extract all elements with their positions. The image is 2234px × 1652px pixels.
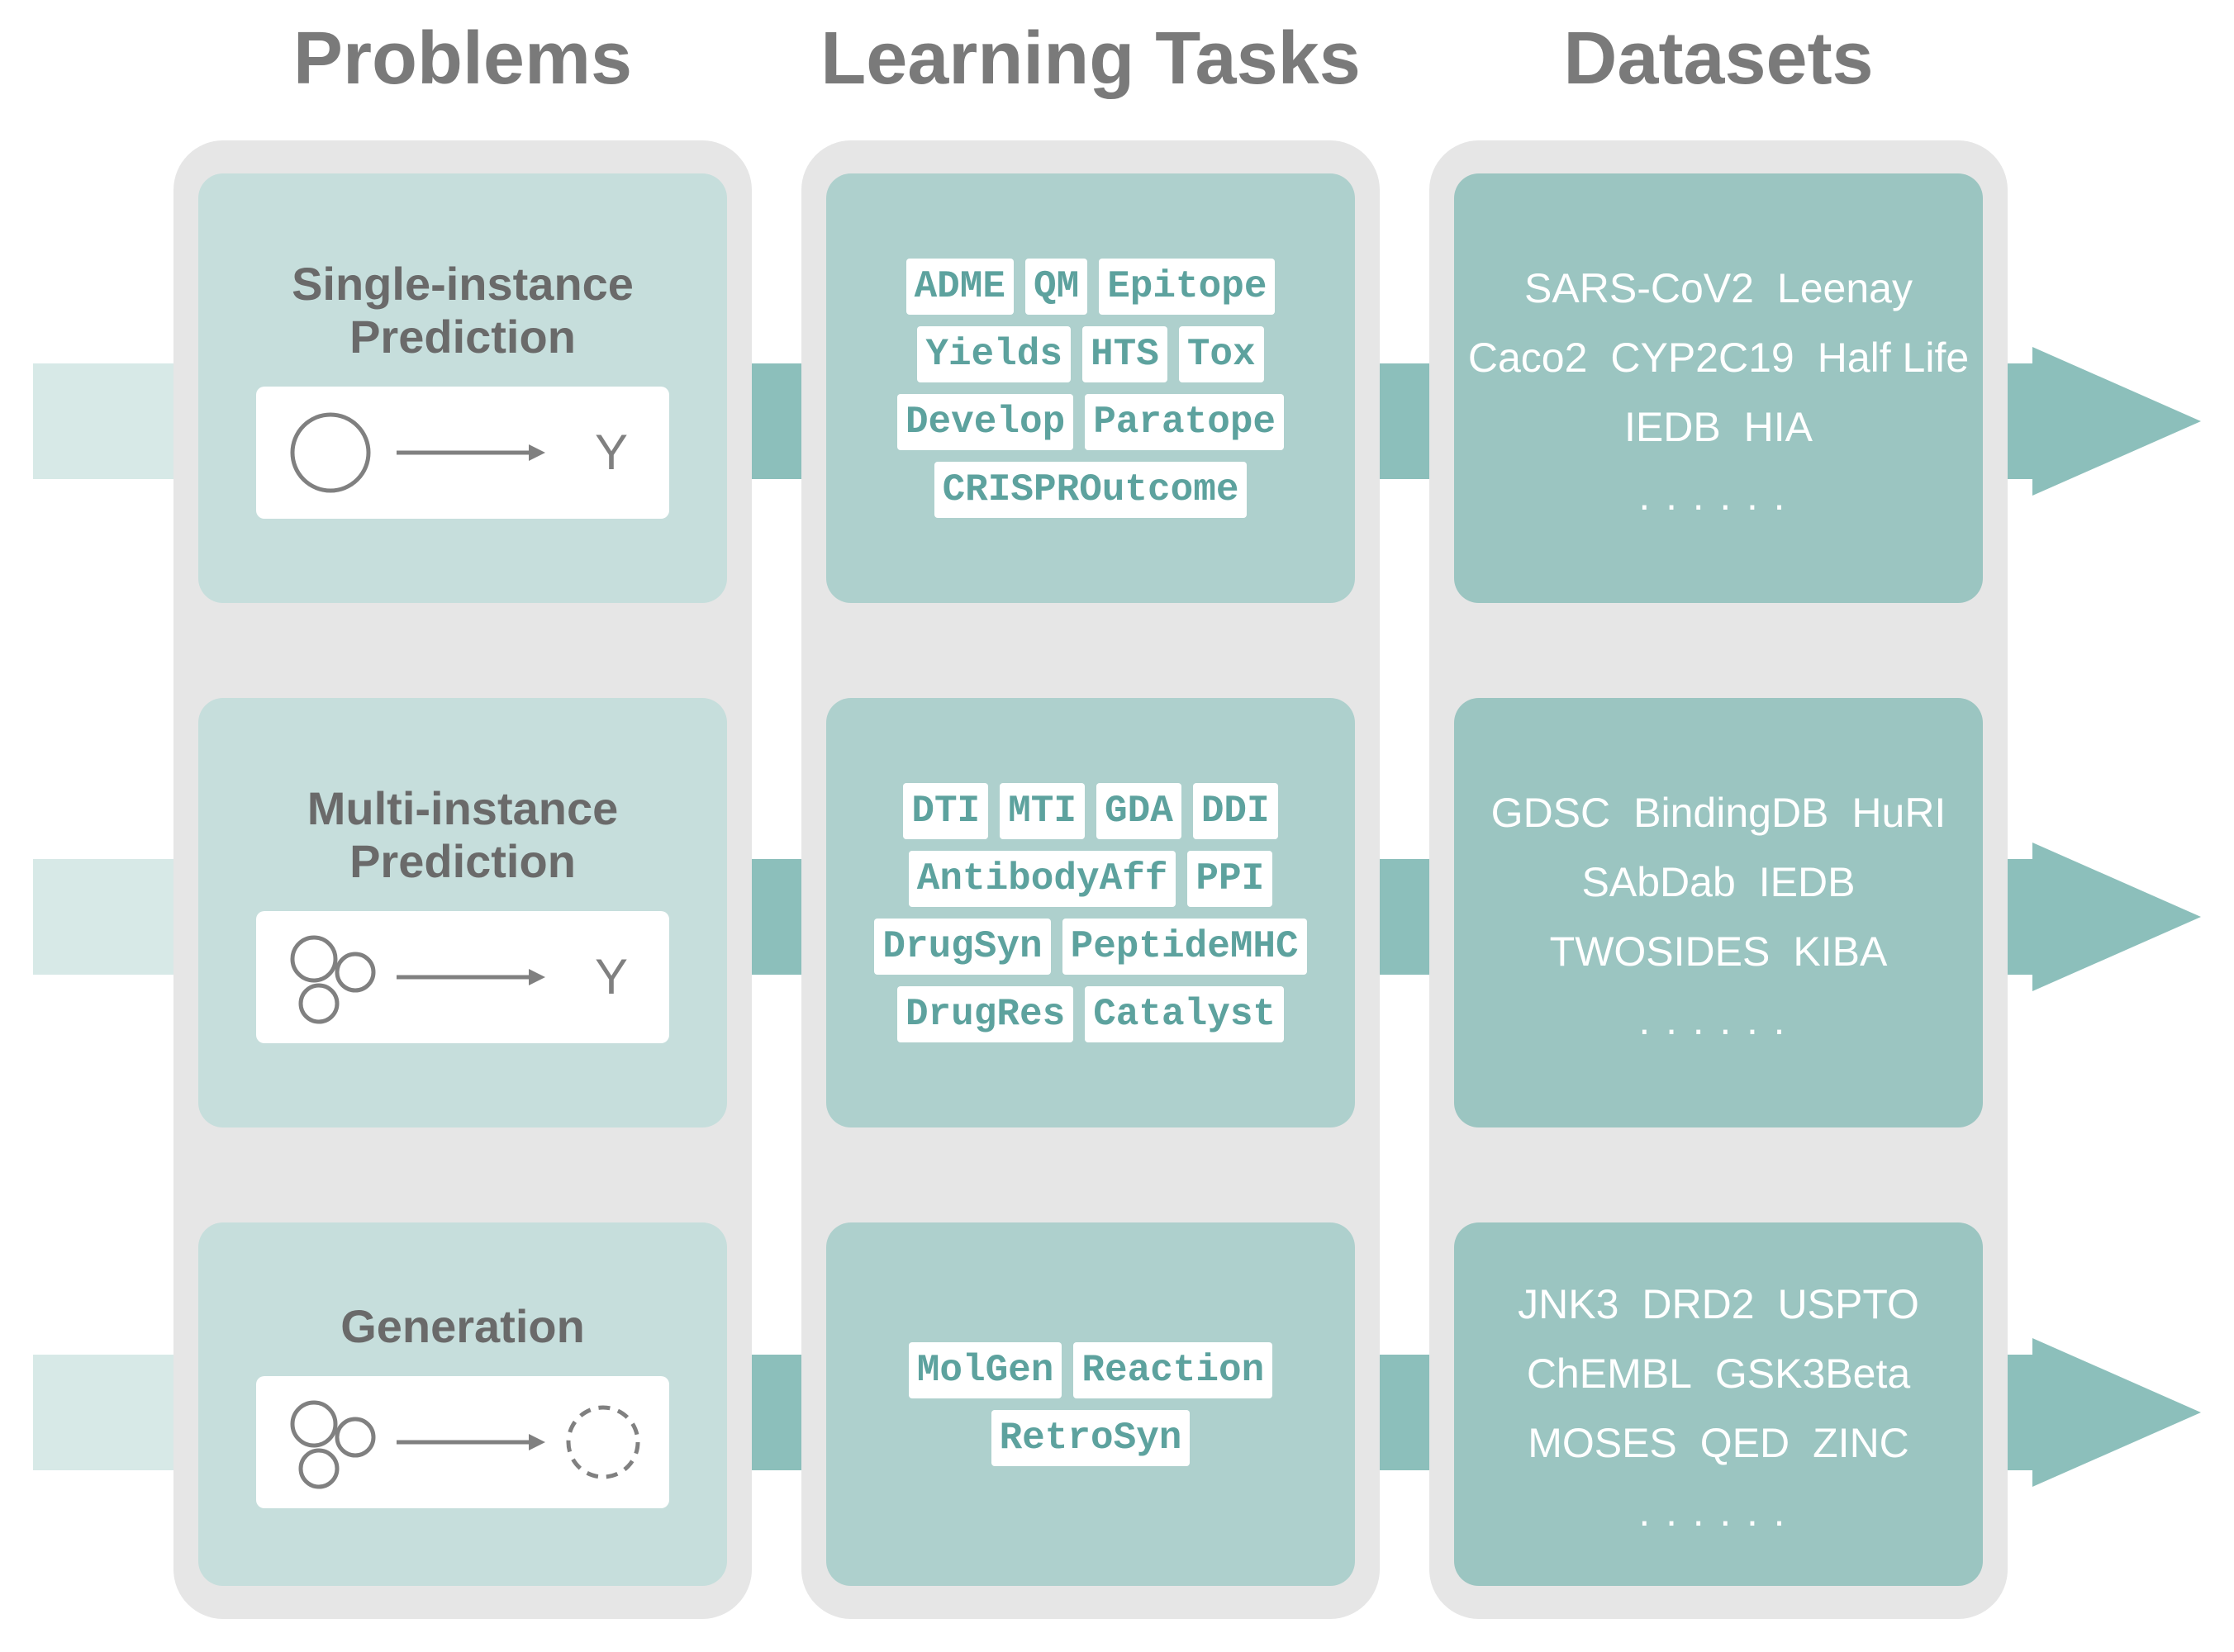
task-tag: CRISPROutcome bbox=[934, 462, 1248, 518]
problem-title: Single-instancePrediction bbox=[292, 258, 634, 364]
dataset-item: GSK3Beta bbox=[1715, 1350, 1910, 1398]
task-tag: RetroSyn bbox=[991, 1410, 1191, 1466]
dataset-item: BindingDB bbox=[1633, 789, 1828, 837]
ellipsis: ······ bbox=[1462, 1497, 1975, 1545]
problem-title: Generation bbox=[340, 1300, 585, 1353]
tasks-header: Learning Tasks bbox=[801, 17, 1380, 102]
task-tag: Reaction bbox=[1073, 1342, 1272, 1398]
problem-icon-single: Y bbox=[256, 387, 669, 519]
task-tag: DTI bbox=[903, 783, 988, 839]
dataset-item: GDSC bbox=[1491, 789, 1610, 837]
task-tag: DrugRes bbox=[897, 986, 1073, 1042]
dataset-item: Half Life bbox=[1818, 334, 1969, 382]
task-tag: Paratope bbox=[1085, 394, 1284, 450]
task-tag: QM bbox=[1025, 259, 1087, 315]
dataset-item: HIA bbox=[1744, 403, 1813, 451]
problem-cell: Generation bbox=[198, 1222, 727, 1586]
task-tag: PPI bbox=[1187, 851, 1272, 907]
dataset-item: Caco2 bbox=[1468, 334, 1588, 382]
task-tag: Develop bbox=[897, 394, 1073, 450]
dataset-item: USPTO bbox=[1778, 1280, 1919, 1328]
datasets-column: SARS-CoV2 Leenay Caco2 CYP2C19 Half Life IEDB… bbox=[1429, 140, 2008, 1619]
task-tag: Epitope bbox=[1099, 259, 1275, 315]
task-tag: Yields bbox=[917, 326, 1071, 382]
task-tag: GDA bbox=[1096, 783, 1181, 839]
task-tag: Catalyst bbox=[1085, 986, 1284, 1042]
problem-icon-multi: Y bbox=[256, 911, 669, 1043]
datasets-cell: SARS-CoV2 Leenay Caco2 CYP2C19 Half Life IEDB… bbox=[1454, 173, 1983, 603]
task-tag: PeptideMHC bbox=[1062, 919, 1307, 975]
problems-header: Problems bbox=[173, 17, 752, 102]
ellipsis: ······ bbox=[1462, 1005, 1975, 1053]
task-tag: DrugSyn bbox=[874, 919, 1050, 975]
dataset-item: IEDB bbox=[1624, 403, 1721, 451]
tasks-column: ADMEQMEpitope YieldsHTSTox DevelopParatope… bbox=[801, 140, 1380, 1619]
problem-cell: Multi-instancePrediction Y bbox=[198, 698, 727, 1127]
dataset-item: JNK3 bbox=[1518, 1280, 1618, 1328]
dataset-item: MOSES bbox=[1528, 1419, 1677, 1467]
task-tag: MTI bbox=[1000, 783, 1085, 839]
datasets-cell: GDSC BindingDB HuRI SAbDab IEDB TWOSIDES KIBA ·… bbox=[1454, 698, 1983, 1127]
task-tag: ADME bbox=[906, 259, 1014, 315]
tasks-cell: DTIMTIGDADDI AntibodyAffPPI DrugSynPeptide… bbox=[826, 698, 1355, 1127]
dataset-item: Leenay bbox=[1777, 264, 1913, 312]
datasets-header: Datasets bbox=[1429, 17, 2008, 102]
task-tag: Tox bbox=[1179, 326, 1264, 382]
tasks-cell: MolGenReaction RetroSyn bbox=[826, 1222, 1355, 1586]
problem-icon-gen bbox=[256, 1376, 669, 1508]
dataset-item: DRD2 bbox=[1642, 1280, 1754, 1328]
dataset-item: IEDB bbox=[1759, 858, 1856, 906]
dataset-item: TWOSIDES bbox=[1550, 928, 1771, 976]
dataset-item: HuRI bbox=[1851, 789, 1946, 837]
dataset-item: SAbDab bbox=[1582, 858, 1736, 906]
dataset-item: ZINC bbox=[1813, 1419, 1909, 1467]
tasks-cell: ADMEQMEpitope YieldsHTSTox DevelopParatope… bbox=[826, 173, 1355, 603]
task-tag: AntibodyAff bbox=[909, 851, 1176, 907]
dataset-item: CYP2C19 bbox=[1610, 334, 1794, 382]
task-tag: DDI bbox=[1193, 783, 1278, 839]
svg-text:Y: Y bbox=[595, 425, 628, 480]
problem-cell: Single-instancePrediction Y bbox=[198, 173, 727, 603]
dataset-item: KIBA bbox=[1793, 928, 1887, 976]
dataset-item: SARS-CoV2 bbox=[1524, 264, 1754, 312]
datasets-cell: JNK3 DRD2 USPTO ChEMBL GSK3Beta MOSES QED ZINC ·… bbox=[1454, 1222, 1983, 1586]
problems-column: Single-instancePrediction Y Multi-instan… bbox=[173, 140, 752, 1619]
task-tag: MolGen bbox=[909, 1342, 1062, 1398]
dataset-item: ChEMBL bbox=[1527, 1350, 1692, 1398]
ellipsis: ······ bbox=[1462, 481, 1975, 529]
dataset-item: QED bbox=[1700, 1419, 1790, 1467]
svg-text:Y: Y bbox=[595, 949, 628, 1004]
task-tag: HTS bbox=[1082, 326, 1167, 382]
problem-title: Multi-instancePrediction bbox=[307, 782, 618, 889]
